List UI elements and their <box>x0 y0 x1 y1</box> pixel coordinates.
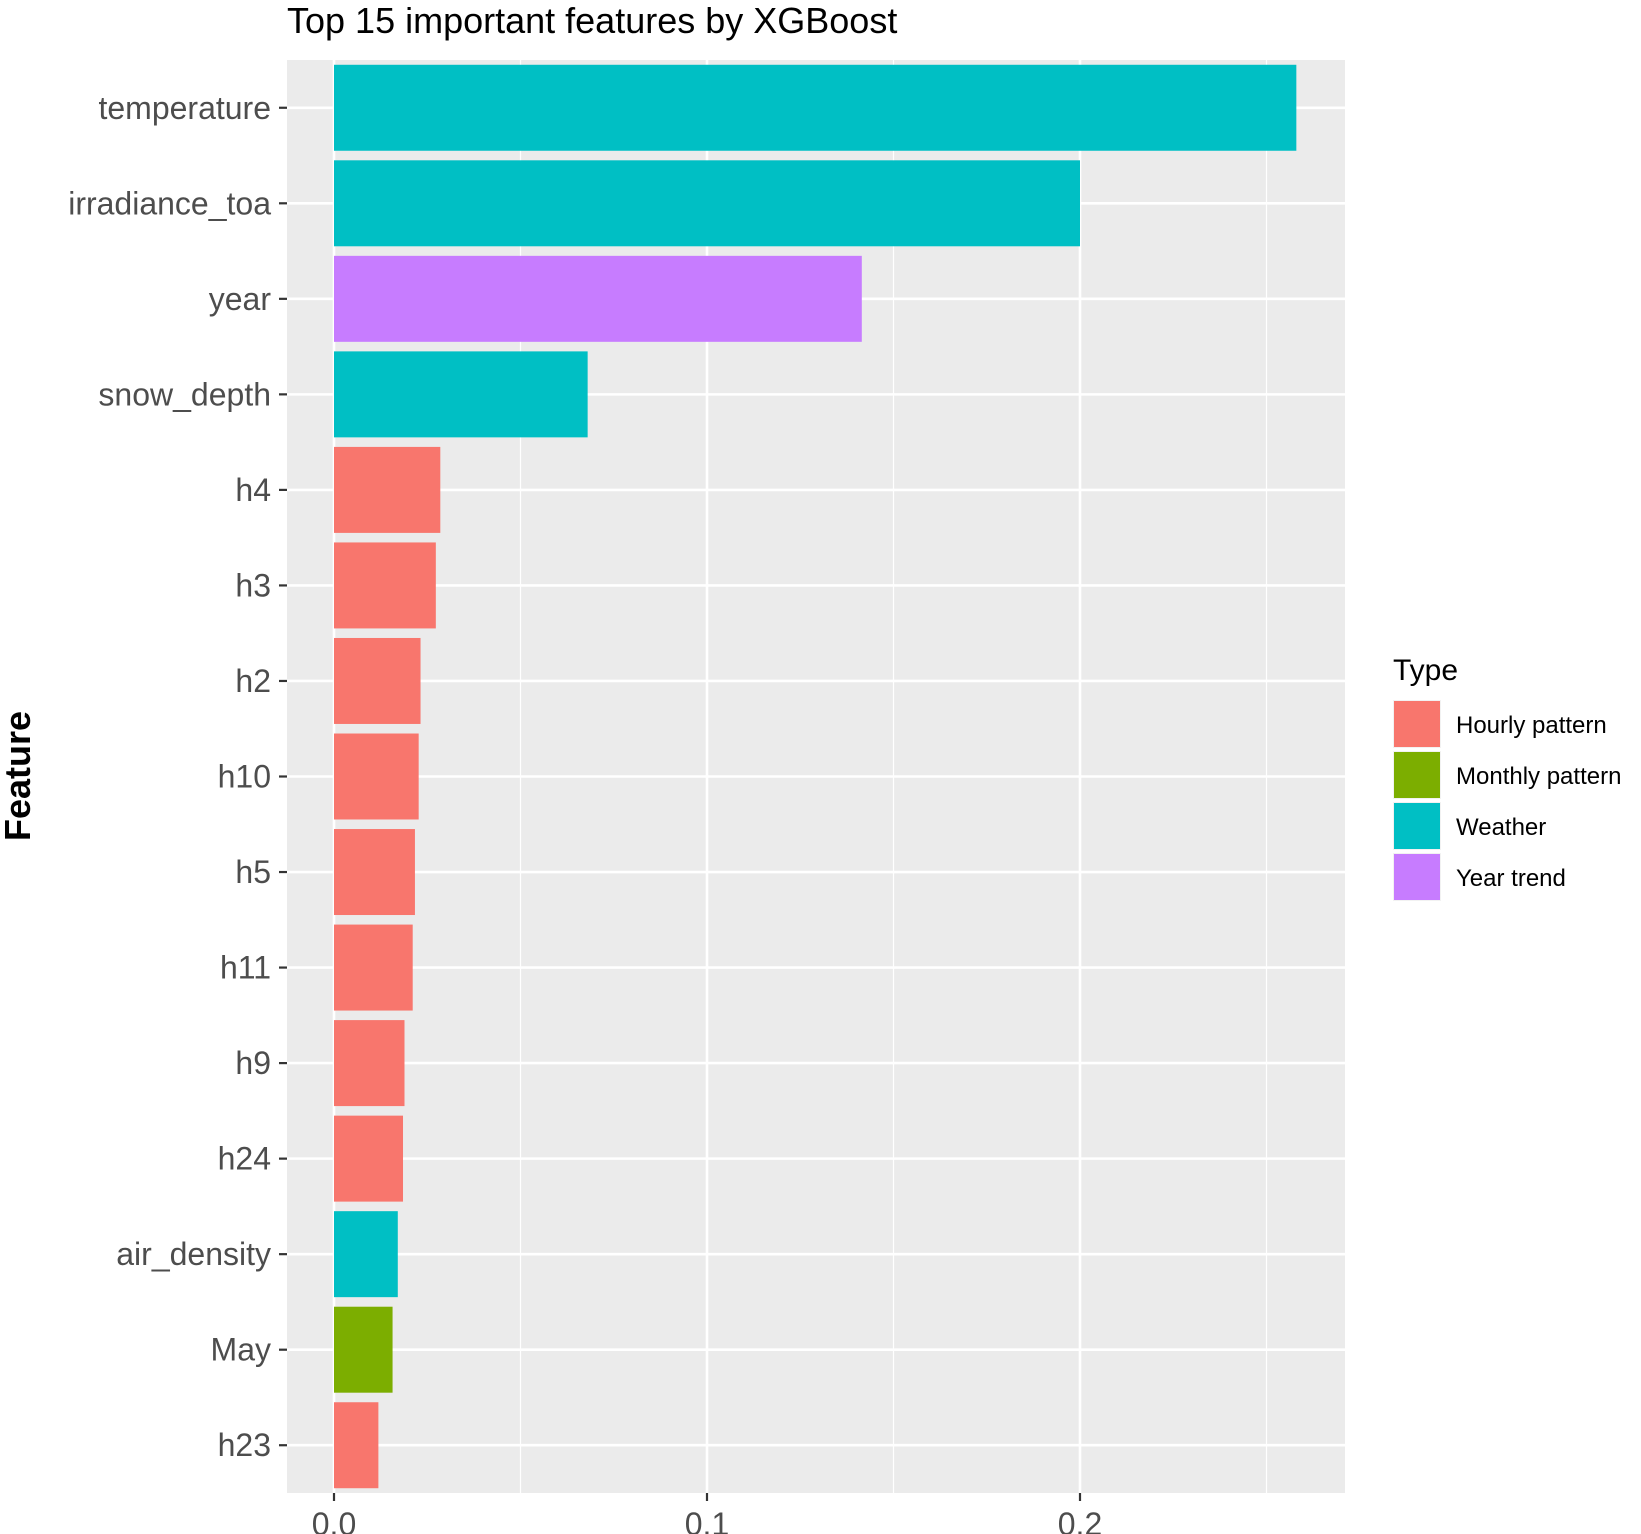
x-tick-label: 0.0 <box>312 1506 356 1534</box>
bar-h10 <box>334 733 419 820</box>
legend-entries: Hourly pattern Monthly pattern Weather Year… <box>1393 700 1621 901</box>
bar-h2 <box>334 637 421 724</box>
y-tick-label: h3 <box>235 567 271 603</box>
bar-temperature <box>334 64 1297 151</box>
y-tick-label: irradiance_toa <box>68 185 271 221</box>
y-tick-label: h23 <box>218 1427 271 1463</box>
y-tick-label: h24 <box>218 1141 271 1177</box>
y-tick-label: h11 <box>220 950 271 986</box>
legend-key-swatch <box>1394 701 1440 747</box>
bar-May <box>334 1306 393 1393</box>
legend-title: Type <box>1393 654 1458 687</box>
bar-h9 <box>334 1020 405 1107</box>
chart-title: Top 15 important features by XGBoost <box>287 0 897 41</box>
y-tick-label: air_density <box>116 1236 271 1272</box>
y-tick-label: h5 <box>235 854 271 890</box>
bar-air-density <box>334 1211 398 1298</box>
y-axis-title: Feature <box>0 711 38 841</box>
y-tick-label: temperature <box>98 90 271 126</box>
bar-h24 <box>334 1115 404 1202</box>
bar-irradiance-toa <box>334 160 1080 247</box>
legend-label: Weather <box>1456 814 1546 841</box>
bars <box>334 64 1297 1489</box>
legend-label: Monthly pattern <box>1456 763 1621 790</box>
legend-key-swatch <box>1394 854 1440 900</box>
y-tick-label: year <box>209 281 272 317</box>
bar-h23 <box>334 1402 379 1489</box>
bar-h3 <box>334 542 436 629</box>
y-tick-label: h4 <box>235 472 271 508</box>
x-tick-label: 0.2 <box>1058 1506 1102 1534</box>
y-tick-label: snow_depth <box>98 376 271 412</box>
legend-label: Hourly pattern <box>1456 712 1607 739</box>
legend-key-swatch <box>1394 752 1440 798</box>
legend: Type Hourly pattern Monthly pattern Weathe… <box>1393 654 1621 901</box>
x-axis: 0.0 0.1 0.2 <box>312 1493 1102 1534</box>
bar-year <box>334 255 862 342</box>
bar-h4 <box>334 446 441 533</box>
legend-key-swatch <box>1394 803 1440 849</box>
y-tick-label: h10 <box>218 759 271 795</box>
legend-label: Year trend <box>1456 865 1566 892</box>
y-tick-label: h2 <box>235 663 271 699</box>
bar-h11 <box>334 924 413 1011</box>
bar-h5 <box>334 829 415 916</box>
x-tick-label: 0.1 <box>685 1506 729 1534</box>
y-tick-label: h9 <box>235 1045 271 1081</box>
bar-snow-depth <box>334 351 588 438</box>
y-tick-label: May <box>211 1332 271 1368</box>
